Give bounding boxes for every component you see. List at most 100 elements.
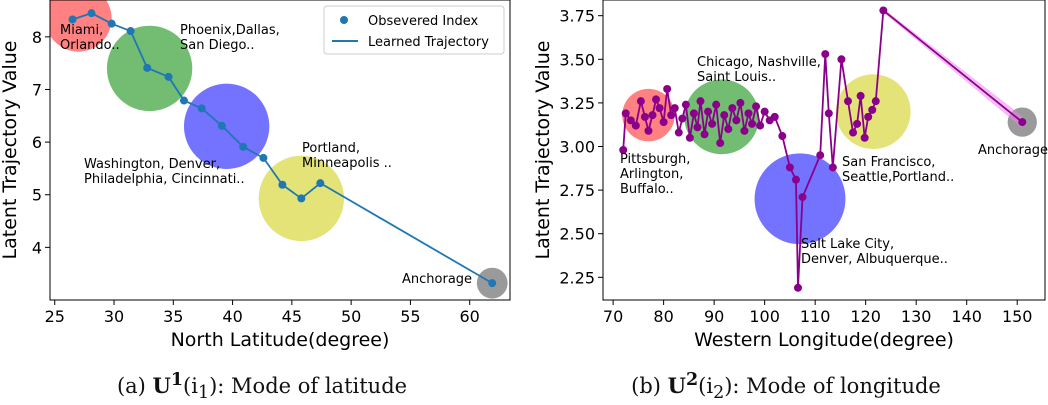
data-point xyxy=(736,98,745,107)
x-tick-label: 80 xyxy=(653,307,673,326)
cluster-label-0: Miami, Orlando.. xyxy=(60,23,120,53)
data-point xyxy=(278,180,287,189)
data-point xyxy=(712,100,721,109)
x-tick-label: 55 xyxy=(400,307,420,326)
data-point xyxy=(631,121,640,130)
data-point xyxy=(791,175,800,184)
data-point xyxy=(752,102,761,111)
x-tick-label: 110 xyxy=(800,307,831,326)
data-point xyxy=(68,15,77,24)
y-tick-label: 3.00 xyxy=(559,138,595,157)
x-tick-label: 120 xyxy=(850,307,881,326)
cluster-label-line: Denver, Albuquerque.. xyxy=(801,252,948,267)
plot-area xyxy=(619,6,1037,292)
x-tick-label: 25 xyxy=(45,307,65,326)
data-point xyxy=(828,163,837,172)
data-point xyxy=(760,107,769,116)
data-point xyxy=(716,139,725,148)
data-point xyxy=(126,27,135,36)
data-point xyxy=(724,125,733,134)
data-point xyxy=(798,193,807,202)
caption-b: (b) U2(i2): Mode of longitude xyxy=(631,370,941,404)
data-point xyxy=(748,119,757,128)
data-point xyxy=(856,91,865,100)
data-point xyxy=(678,114,687,123)
plot-area xyxy=(50,0,508,299)
y-tick-label: 7 xyxy=(32,80,42,99)
data-point xyxy=(816,151,825,160)
cluster-label-line: Minneapolis .. xyxy=(302,156,392,171)
cluster-label-line: Saint Louis.. xyxy=(697,70,776,85)
data-point xyxy=(197,104,206,113)
data-point xyxy=(732,116,741,125)
data-point xyxy=(871,97,880,106)
y-axis-label: Latent Trajectory Value xyxy=(0,41,21,260)
data-point xyxy=(744,109,753,118)
data-point xyxy=(770,112,779,121)
x-tick-label: 30 xyxy=(104,307,124,326)
y-tick-label: 4 xyxy=(32,238,42,257)
cluster-label-line: Salt Lake City, xyxy=(801,237,894,252)
data-point xyxy=(685,133,694,142)
data-point xyxy=(674,128,683,137)
data-point xyxy=(670,104,679,113)
cluster-label-4: Anchorage xyxy=(402,272,472,287)
data-point xyxy=(667,111,676,120)
data-point xyxy=(720,111,729,120)
data-point xyxy=(621,109,630,118)
x-tick-label: 90 xyxy=(704,307,724,326)
y-axis-label: Latent Trajectory Value xyxy=(532,41,554,260)
x-tick-label: 35 xyxy=(163,307,183,326)
data-point xyxy=(619,146,628,154)
data-point xyxy=(644,126,653,135)
legend-label-marker: Obsevered Index xyxy=(368,14,478,29)
data-point xyxy=(297,194,306,203)
data-point xyxy=(793,283,802,292)
data-point xyxy=(652,95,661,104)
legend: Obsevered Index Learned Trajectory xyxy=(323,5,505,55)
y-tick-label: 2.75 xyxy=(559,181,595,200)
cluster-label-line: San Diego.. xyxy=(180,38,254,53)
data-point xyxy=(239,142,248,151)
x-tick-label: 40 xyxy=(222,307,242,326)
data-point xyxy=(785,163,794,172)
data-point xyxy=(689,109,698,118)
y-tick-label: 3.75 xyxy=(559,7,595,26)
data-point xyxy=(696,97,705,106)
data-point xyxy=(143,63,152,72)
cluster-label-line: Chicago, Nashville, xyxy=(697,55,821,70)
data-point xyxy=(655,104,664,113)
cluster-label-line: Buffalo.. xyxy=(620,182,674,197)
data-point xyxy=(259,153,268,162)
legend-box xyxy=(323,5,505,55)
data-point xyxy=(1018,118,1027,127)
data-point xyxy=(488,279,497,288)
cluster-label-3: San Francisco, Seattle,Portland.. xyxy=(842,155,954,185)
x-tick-label: 100 xyxy=(749,307,780,326)
data-point xyxy=(659,118,668,127)
y-tick-label: 3.25 xyxy=(559,94,595,113)
x-tick-label: 45 xyxy=(282,307,302,326)
cluster-label-0: Pittsburgh, Arlington, Buffalo.. xyxy=(620,152,690,197)
data-point xyxy=(217,121,226,130)
x-tick-label: 50 xyxy=(341,307,361,326)
data-point xyxy=(636,97,645,106)
cluster-label-line: Philadelphia, Cincinnati.. xyxy=(84,172,245,187)
data-point xyxy=(663,84,672,93)
caption-a: (a) U1(i1): Mode of latitude xyxy=(116,370,408,404)
cluster-label-4: Anchorage xyxy=(978,143,1048,158)
x-axis-label: North Latitude(degree) xyxy=(171,329,390,351)
data-point xyxy=(879,6,888,15)
legend-label-line: Learned Trajectory xyxy=(368,35,489,50)
data-point xyxy=(107,19,116,28)
data-point xyxy=(693,123,702,132)
axes-frame xyxy=(49,0,511,301)
cluster-label-line: Washington, Denver, xyxy=(84,157,220,172)
cluster-circle-0 xyxy=(50,0,112,52)
x-tick-label: 150 xyxy=(1002,307,1033,326)
data-point xyxy=(853,119,862,128)
axes-frame xyxy=(602,0,1046,301)
x-tick-label: 60 xyxy=(460,307,480,326)
data-point xyxy=(824,109,833,118)
